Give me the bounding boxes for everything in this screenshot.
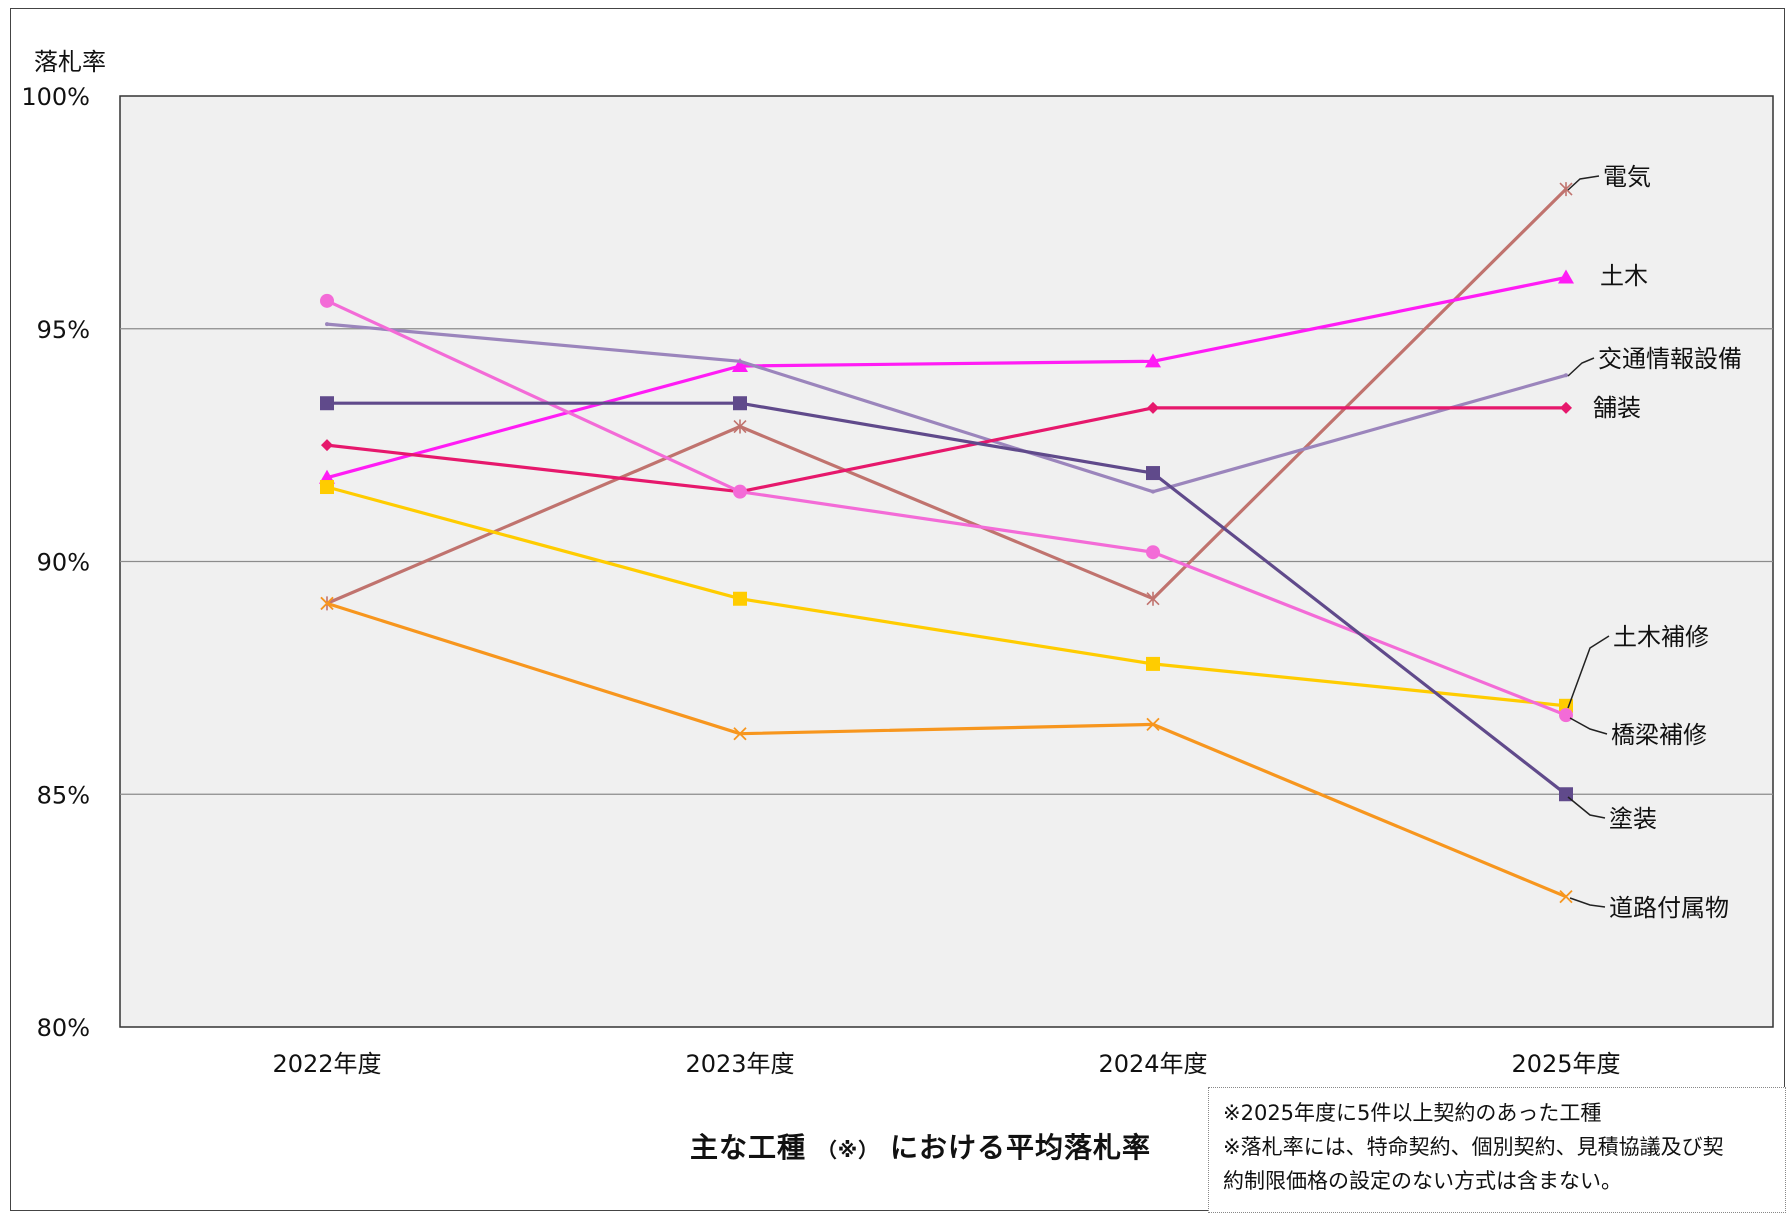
- leader-line: [1567, 175, 1600, 191]
- leader-line: [1567, 635, 1610, 709]
- leader-line: [1567, 357, 1595, 377]
- y-tick-label: 85%: [37, 781, 90, 809]
- series-line: [326, 485, 1567, 708]
- data-point: [325, 322, 329, 327]
- x-tick-label: 2025年度: [1511, 1050, 1620, 1078]
- series-label: 舗装: [1593, 394, 1641, 422]
- data-point: [1559, 182, 1573, 197]
- data-point: [733, 484, 747, 499]
- data-point: [321, 439, 333, 452]
- data-point: [320, 596, 334, 611]
- data-point: [1559, 890, 1573, 904]
- series-label: 電気: [1603, 163, 1651, 191]
- data-point: [1559, 708, 1573, 723]
- series-label: 道路付属物: [1609, 894, 1729, 922]
- data-point: [320, 480, 334, 495]
- leader-line: [1569, 897, 1606, 908]
- y-axis-label: 落札率: [34, 48, 106, 76]
- data-point: [738, 359, 742, 364]
- data-point: [1145, 353, 1161, 368]
- footnote-line: ※落札率には、特命契約、個別契約、見積協議及び契: [1223, 1135, 1724, 1159]
- footnote-line: 約制限価格の設定のない方式は含まない。: [1223, 1169, 1622, 1193]
- data-point: [1146, 466, 1160, 481]
- y-tick-label: 80%: [37, 1014, 90, 1042]
- y-tick-label: 90%: [37, 549, 90, 577]
- x-tick-label: 2024年度: [1098, 1050, 1207, 1078]
- x-tick-label: 2023年度: [685, 1050, 794, 1078]
- chart-title: 主な工種 （※） における平均落札率: [690, 1126, 1151, 1166]
- chart-frame: [10, 8, 1785, 1211]
- data-point: [1146, 545, 1160, 560]
- data-point: [733, 591, 747, 606]
- series-label: 土木: [1600, 262, 1648, 290]
- series-line: [327, 401, 1567, 796]
- data-point: [1146, 591, 1160, 606]
- y-tick-label: 95%: [37, 316, 90, 344]
- data-point: [320, 293, 334, 308]
- data-point: [1147, 401, 1159, 414]
- series-label: 交通情報設備: [1598, 345, 1742, 373]
- data-point: [1564, 373, 1568, 378]
- series-label: 塗装: [1609, 805, 1657, 833]
- series-label: 土木補修: [1613, 623, 1709, 651]
- data-point: [733, 396, 747, 411]
- leader-line: [1569, 717, 1608, 735]
- data-point: [1560, 401, 1572, 414]
- chart-title-suffix: における平均落札率: [889, 1131, 1151, 1164]
- footnote-box: ※2025年度に5件以上契約のあった工種 ※落札率には、特命契約、個別契約、見積…: [1208, 1087, 1786, 1213]
- series-line: [326, 322, 1567, 494]
- x-tick-label: 2022年度: [272, 1050, 381, 1078]
- leader-line: [1567, 796, 1606, 819]
- series-label: 橋梁補修: [1611, 721, 1707, 749]
- chart-title-main: 主な工種: [690, 1131, 807, 1164]
- y-tick-label: 100%: [21, 83, 90, 111]
- series-line: [326, 187, 1568, 605]
- data-point: [733, 419, 747, 434]
- data-point: [1146, 656, 1160, 671]
- data-point: [732, 357, 748, 372]
- series-line: [326, 601, 1567, 899]
- data-point: [1151, 489, 1155, 494]
- series-line: [326, 406, 1566, 494]
- data-point: [320, 396, 334, 411]
- series-line: [326, 275, 1567, 480]
- footnote-line: ※2025年度に5件以上契約のあった工種: [1223, 1101, 1602, 1125]
- chart-title-note: （※）: [816, 1138, 880, 1162]
- data-point: [1558, 269, 1574, 284]
- data-point: [733, 727, 747, 741]
- data-point: [1146, 717, 1160, 732]
